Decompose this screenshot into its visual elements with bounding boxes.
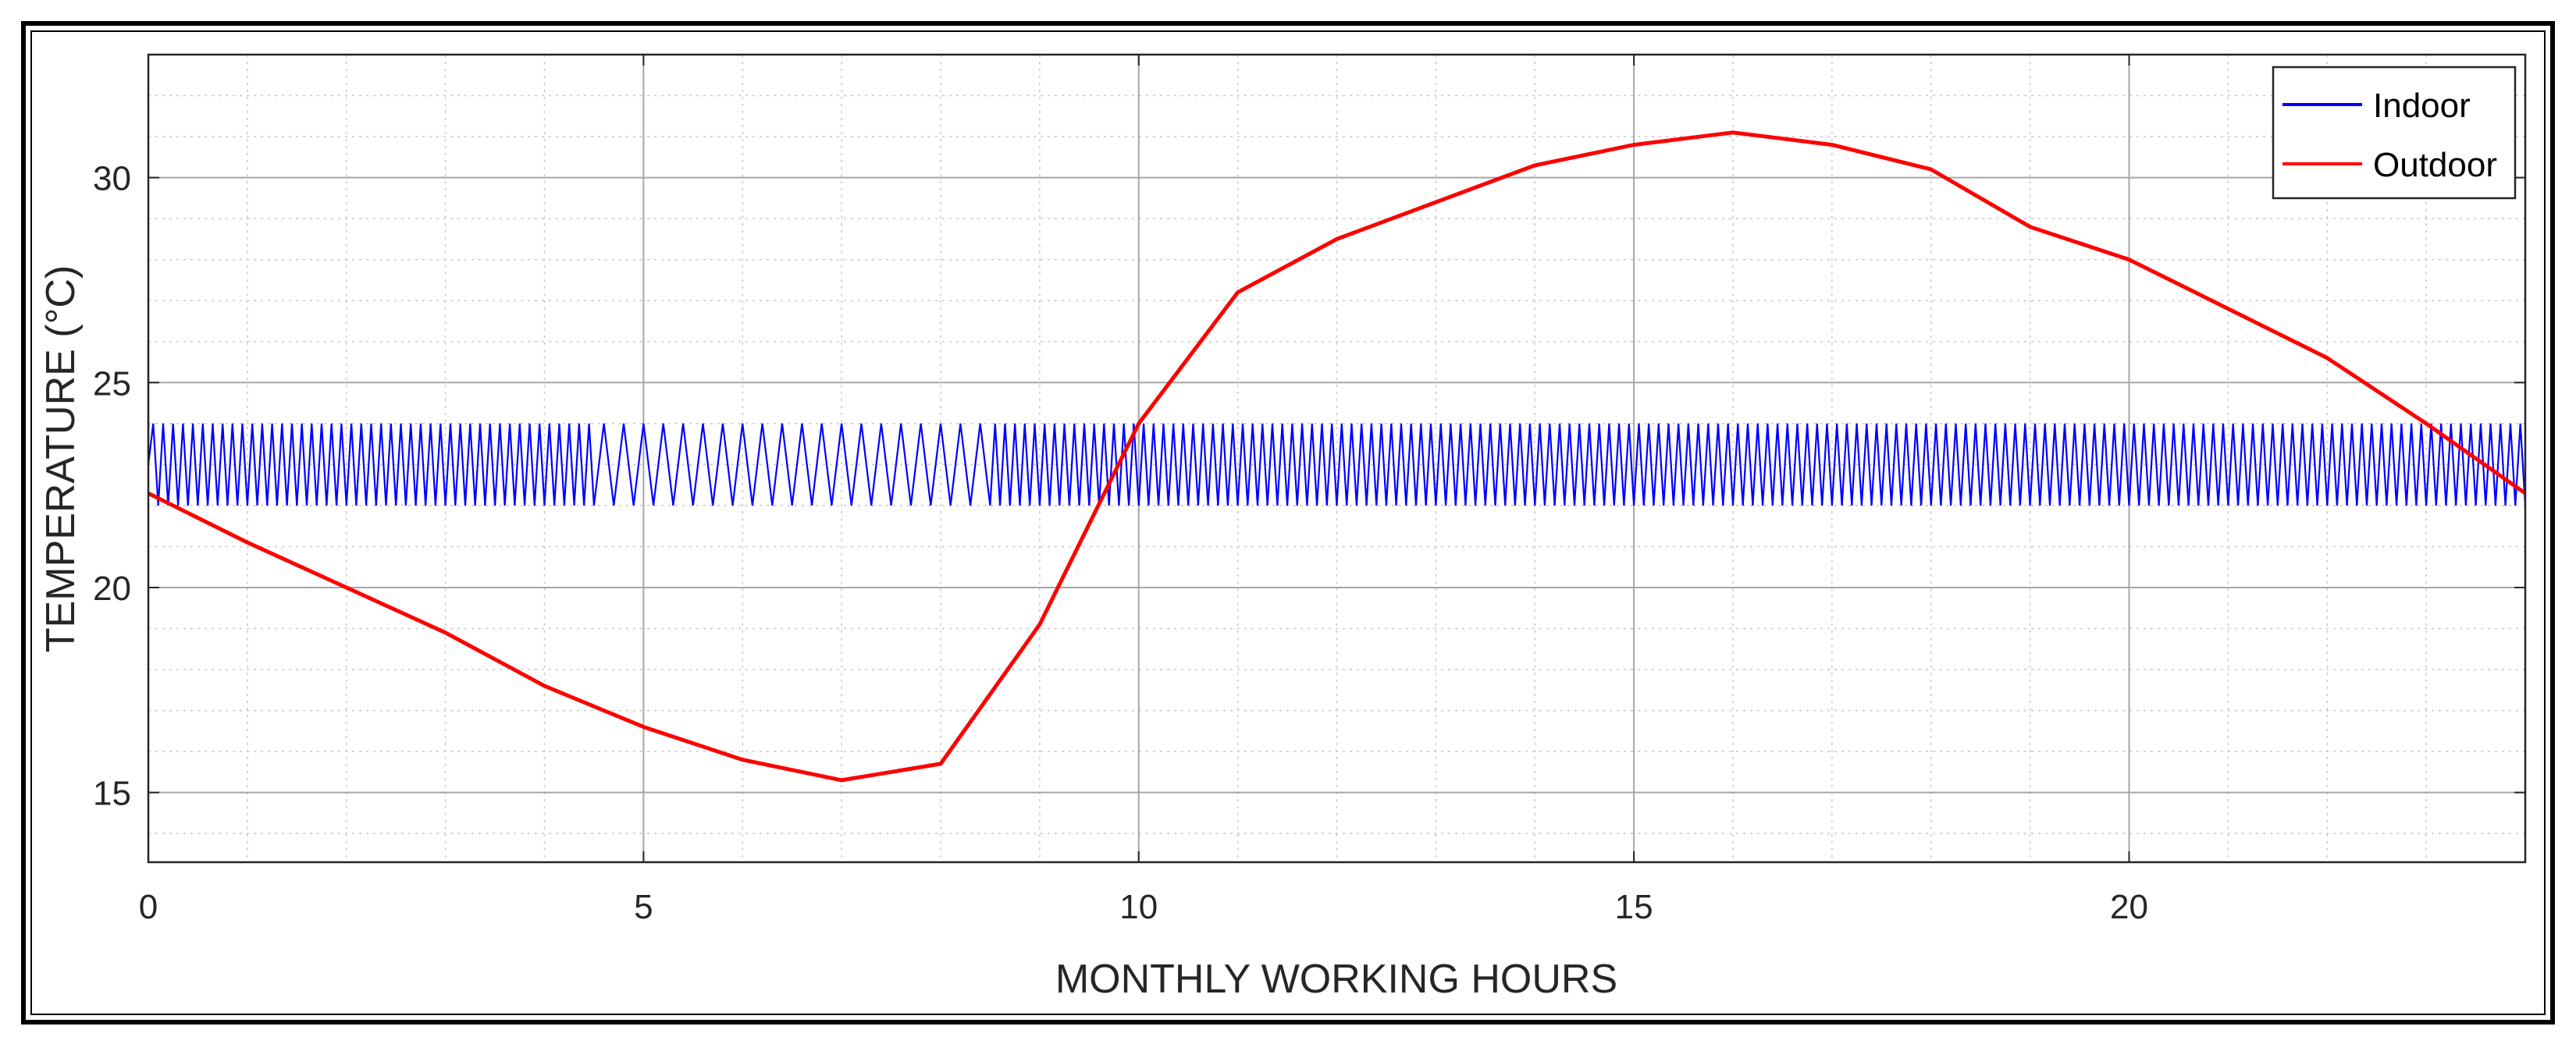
inner-border (30, 30, 2546, 1015)
y-tick-label: 20 (93, 570, 131, 608)
y-tick-label: 30 (93, 160, 131, 198)
x-tick-label: 15 (1615, 888, 1653, 926)
x-tick-label: 5 (634, 888, 653, 926)
y-tick-label: 15 (93, 775, 131, 813)
x-tick-label: 0 (139, 888, 158, 926)
plot-frame (147, 53, 2527, 864)
x-tick-label: 10 (1119, 888, 1158, 926)
x-tick-label: 20 (2110, 888, 2148, 926)
series-layer (147, 130, 2527, 783)
legend-box (2272, 66, 2517, 200)
series-line-outdoor (147, 130, 2527, 783)
y-tick-label: 25 (93, 364, 131, 403)
series-line-indoor (147, 341, 2527, 506)
legend-label-outdoor: Outdoor (2373, 146, 2497, 184)
y-axis-label: TEMPERATURE (°C) (38, 265, 84, 653)
x-axis-label: MONTHLY WORKING HOURS (1055, 957, 1617, 1002)
legend: Indoor Outdoor (2272, 66, 2517, 200)
legend-label-indoor: Indoor (2373, 87, 2471, 125)
tick-layer: 0 5 10 15 20 15 20 25 30 (93, 55, 2525, 926)
outer-border (21, 21, 2555, 1024)
